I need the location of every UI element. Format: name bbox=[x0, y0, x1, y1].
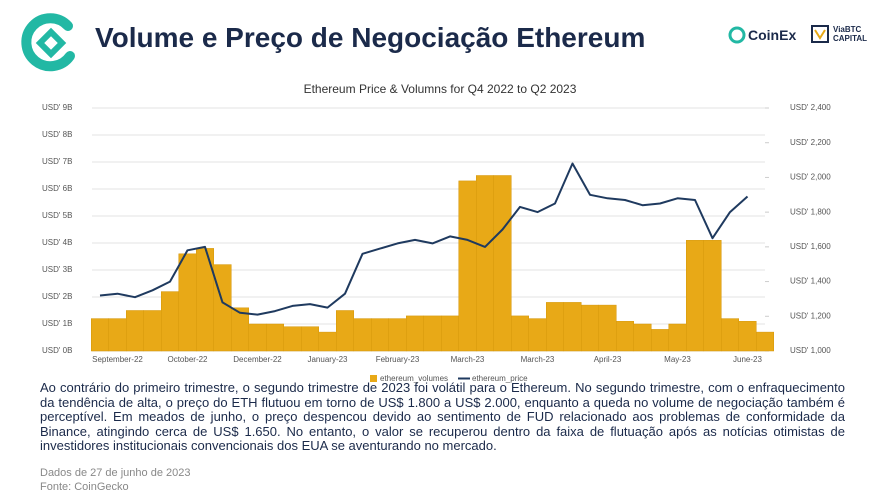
bar bbox=[738, 321, 757, 352]
bar bbox=[301, 326, 319, 352]
brand-icon bbox=[811, 25, 829, 43]
bar bbox=[441, 315, 459, 352]
x-tick-label: October-22 bbox=[167, 355, 208, 364]
y2-tick-label: USD' 2,000 bbox=[790, 173, 831, 182]
y2-tick-label: USD' 1,200 bbox=[790, 311, 831, 320]
footnote: Fonte: CoinGecko bbox=[40, 481, 129, 493]
bar bbox=[266, 323, 284, 352]
bar bbox=[213, 264, 232, 352]
x-tick-label: September-22 bbox=[92, 355, 143, 364]
brand: CAPITAL bbox=[833, 34, 868, 43]
x-tick-label: April-23 bbox=[594, 355, 622, 364]
y2-tick-label: USD' 1,800 bbox=[790, 207, 831, 216]
bar bbox=[388, 318, 407, 352]
chart: Ethereum Price & Volumns for Q4 2022 to … bbox=[42, 82, 831, 383]
legend-label: ethereum_price bbox=[472, 374, 528, 383]
y2-tick-label: USD' 1,600 bbox=[790, 242, 831, 251]
y2-tick-label: USD' 1,000 bbox=[790, 346, 831, 355]
y-tick-label: USD' 9B bbox=[42, 103, 72, 112]
bar bbox=[423, 315, 442, 352]
y-tick-label: USD' 8B bbox=[42, 130, 72, 139]
bar bbox=[161, 291, 179, 352]
y-tick-label: USD' 0B bbox=[42, 346, 72, 355]
footnote: Dados de 27 de junho de 2023 bbox=[40, 467, 191, 479]
bar bbox=[283, 326, 302, 352]
bar bbox=[756, 331, 774, 352]
y2-tick-label: USD' 2,400 bbox=[790, 103, 831, 112]
brand: ViaBTC bbox=[833, 25, 862, 34]
brand-icon bbox=[728, 26, 746, 44]
x-tick-label: March-23 bbox=[521, 355, 555, 364]
bar bbox=[651, 329, 669, 352]
y-tick-label: USD' 5B bbox=[42, 211, 72, 220]
bar bbox=[318, 331, 337, 352]
bar bbox=[371, 318, 389, 352]
price-line bbox=[99, 162, 749, 316]
bar bbox=[581, 304, 599, 352]
bar bbox=[108, 318, 127, 352]
bar bbox=[668, 323, 687, 352]
bar bbox=[528, 318, 547, 352]
bar bbox=[91, 318, 109, 352]
y-tick-label: USD' 1B bbox=[42, 319, 72, 328]
bar bbox=[511, 315, 529, 352]
x-tick-label: May-23 bbox=[664, 355, 691, 364]
x-tick-label: December-22 bbox=[233, 355, 282, 364]
bar bbox=[598, 304, 617, 352]
bar bbox=[178, 253, 197, 352]
logo bbox=[21, 13, 75, 72]
y2-tick-label: USD' 1,400 bbox=[790, 277, 831, 286]
bar bbox=[563, 302, 582, 352]
x-tick-label: January-23 bbox=[307, 355, 348, 364]
y-tick-label: USD' 7B bbox=[42, 157, 72, 166]
x-tick-label: March-23 bbox=[451, 355, 485, 364]
x-tick-label: February-23 bbox=[376, 355, 420, 364]
page-title: Volume e Preço de Negociação Ethereum bbox=[95, 22, 646, 53]
bar bbox=[126, 310, 144, 352]
y-tick-label: USD' 2B bbox=[42, 292, 72, 301]
bar bbox=[458, 180, 477, 352]
bar bbox=[476, 175, 494, 352]
bar bbox=[143, 310, 162, 352]
bar bbox=[353, 318, 372, 352]
bar bbox=[546, 302, 564, 352]
bar bbox=[703, 240, 722, 352]
legend-label: ethereum_volumes bbox=[380, 374, 448, 383]
bar bbox=[633, 323, 652, 352]
chart-title: Ethereum Price & Volumns for Q4 2022 to … bbox=[304, 82, 577, 96]
y-tick-label: USD' 6B bbox=[42, 184, 72, 193]
brand: CoinEx bbox=[748, 27, 797, 43]
body-text: Ao contrário do primeiro trimestre, o se… bbox=[40, 380, 845, 453]
bar bbox=[686, 240, 704, 352]
x-tick-label: June-23 bbox=[733, 355, 762, 364]
y-tick-label: USD' 3B bbox=[42, 265, 72, 274]
bar bbox=[406, 315, 424, 352]
bar bbox=[616, 321, 634, 352]
bar bbox=[248, 323, 267, 352]
bar bbox=[336, 310, 354, 352]
y2-tick-label: USD' 2,200 bbox=[790, 138, 831, 147]
legend-swatch bbox=[370, 375, 377, 382]
y-tick-label: USD' 4B bbox=[42, 238, 72, 247]
bar bbox=[721, 318, 739, 352]
bar bbox=[493, 175, 512, 352]
